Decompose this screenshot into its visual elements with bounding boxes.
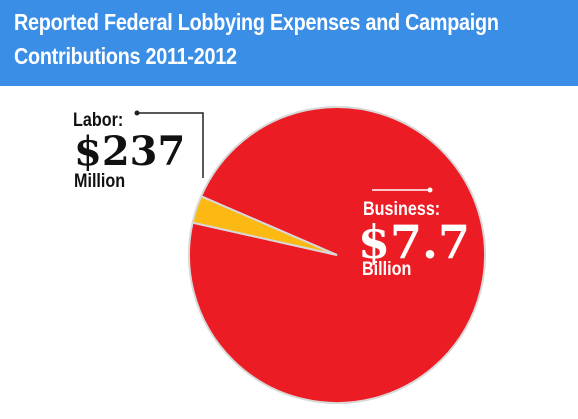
- title-banner: Reported Federal Lobbying Expenses and C…: [0, 0, 578, 86]
- pie-slice-labor: [191, 194, 338, 256]
- labor-leader-line: [137, 112, 204, 178]
- business-label: Business:: [363, 199, 441, 220]
- business-leader-dot: [427, 187, 433, 193]
- labor-leader-dot: [134, 110, 140, 116]
- chart-title-line-2: Contributions 2011-2012: [14, 43, 237, 69]
- labor-unit: Million: [74, 171, 126, 192]
- labor-amount: $237: [74, 128, 186, 175]
- business-amount: $7.7: [358, 215, 471, 269]
- labor-label: Labor:: [73, 110, 124, 131]
- chart-title-line-1: Reported Federal Lobbying Expenses and C…: [14, 9, 499, 35]
- business-unit: Billion: [362, 259, 412, 280]
